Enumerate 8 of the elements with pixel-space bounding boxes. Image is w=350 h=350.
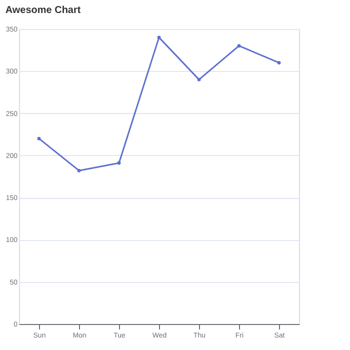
- point: [77, 168, 81, 172]
- point: [117, 161, 121, 165]
- point: [157, 36, 161, 40]
- chart-title: Awesome Chart: [5, 5, 82, 16]
- point: [277, 60, 281, 64]
- point: [237, 44, 241, 48]
- point: [37, 136, 41, 140]
- point: [197, 78, 201, 82]
